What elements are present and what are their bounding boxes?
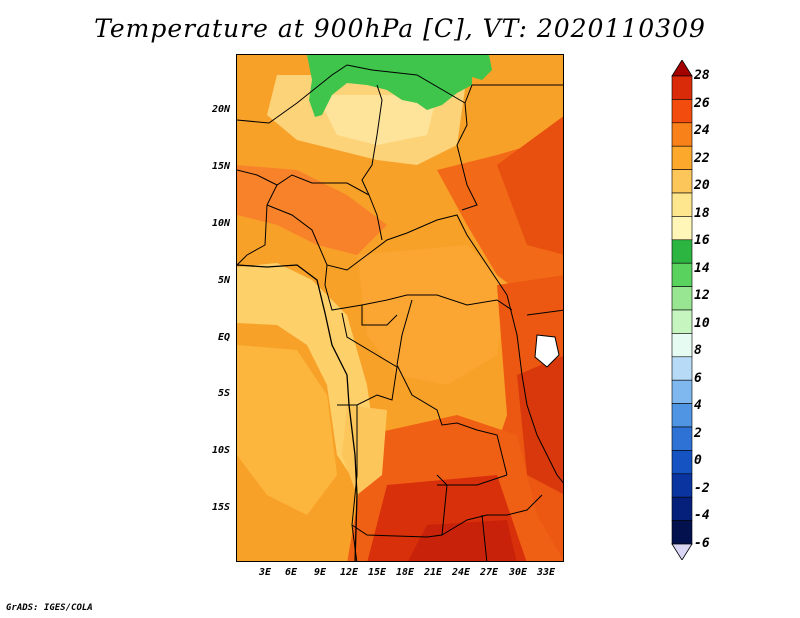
temp-region <box>237 345 337 515</box>
colorbar-swatch <box>671 192 693 217</box>
colorbar-label: 4 <box>694 398 702 414</box>
colorbar-swatch <box>671 309 693 334</box>
colorbar-label: 18 <box>694 205 710 221</box>
map-svg <box>237 55 563 561</box>
colorbar-swatch <box>671 262 693 287</box>
colorbar-label: 16 <box>694 233 710 249</box>
colorbar-label: 10 <box>694 315 710 331</box>
grads-credit: GrADS: IGES/COLA <box>6 603 93 613</box>
lat-tick-label: 10N <box>211 218 230 229</box>
colorbar-label: -4 <box>694 508 710 524</box>
lon-tick-label: 21E <box>423 567 443 578</box>
lat-tick-label: 15N <box>211 161 230 172</box>
colorbar-label: 2 <box>694 425 702 441</box>
lat-tick-label: EQ <box>217 332 230 343</box>
lake <box>534 334 560 368</box>
lon-tick-label: 30E <box>508 567 528 578</box>
colorbar-label: 28 <box>694 68 710 83</box>
lon-tick-label: 24E <box>451 567 471 578</box>
temp-region <box>307 55 472 117</box>
coastline <box>237 264 358 561</box>
colorbar-swatch <box>671 286 693 311</box>
colorbar-swatch <box>671 496 693 521</box>
colorbar-bottom-arrow <box>671 543 693 560</box>
colorbar-label: -2 <box>694 480 710 496</box>
colorbar-label: 22 <box>694 150 710 166</box>
colorbar-label: 20 <box>694 178 710 194</box>
colorbar-label: 6 <box>694 370 702 386</box>
lon-tick-label: 27E <box>479 567 499 578</box>
lon-tick-label: 12E <box>339 567 359 578</box>
map-title: Temperature at 900hPa [C], VT: 202011030… <box>94 14 706 43</box>
colorbar-swatch <box>671 333 693 358</box>
temp-region <box>342 405 387 495</box>
temp-region <box>472 55 492 80</box>
colorbar-swatch <box>671 403 693 428</box>
colorbar-label: 24 <box>694 123 710 139</box>
colorbar-label: -6 <box>694 536 710 551</box>
colorbar-swatch <box>671 473 693 498</box>
colorbar-swatch <box>671 356 693 381</box>
lat-tick-label: 5N <box>217 275 230 286</box>
temp-region <box>497 116 563 255</box>
colorbar-swatch <box>671 216 693 241</box>
country-borders <box>237 64 563 561</box>
colorbar-label: 8 <box>694 343 702 359</box>
temp-region <box>237 263 377 485</box>
lon-tick-label: 18E <box>395 567 415 578</box>
lat-tick-label: 20N <box>211 104 230 115</box>
colorbar-swatch <box>671 169 693 194</box>
lat-tick-label: 15S <box>211 502 230 513</box>
lon-tick-label: 3E <box>258 567 272 578</box>
temp-region <box>357 245 507 385</box>
colorbar-label: 12 <box>694 288 710 304</box>
lat-tick-label: 5S <box>217 388 230 399</box>
lat-tick-label: 10S <box>211 445 230 456</box>
colorbar-label: 14 <box>694 260 710 276</box>
colorbar-swatch <box>671 145 693 170</box>
colorbar-swatch <box>671 122 693 147</box>
colorbar-label: 26 <box>694 95 710 111</box>
temperature-map <box>236 54 564 562</box>
lon-tick-label: 15E <box>367 567 387 578</box>
temp-region <box>317 95 437 145</box>
lon-tick-label: 9E <box>313 567 327 578</box>
colorbar-swatch <box>671 379 693 404</box>
colorbar-top-arrow <box>671 60 693 77</box>
colorbar-swatch <box>671 239 693 264</box>
lon-tick-label: 6E <box>284 567 298 578</box>
colorbar <box>671 60 693 560</box>
colorbar-swatch <box>671 520 693 545</box>
colorbar-label: 0 <box>694 453 702 469</box>
temp-region <box>237 165 387 255</box>
colorbar-swatch <box>671 450 693 475</box>
lon-tick-label: 33E <box>536 567 556 578</box>
colorbar-swatch <box>671 426 693 451</box>
temp-region <box>517 355 563 494</box>
temp-region <box>408 520 517 561</box>
colorbar-swatch <box>671 75 693 100</box>
colorbar-swatch <box>671 99 693 124</box>
